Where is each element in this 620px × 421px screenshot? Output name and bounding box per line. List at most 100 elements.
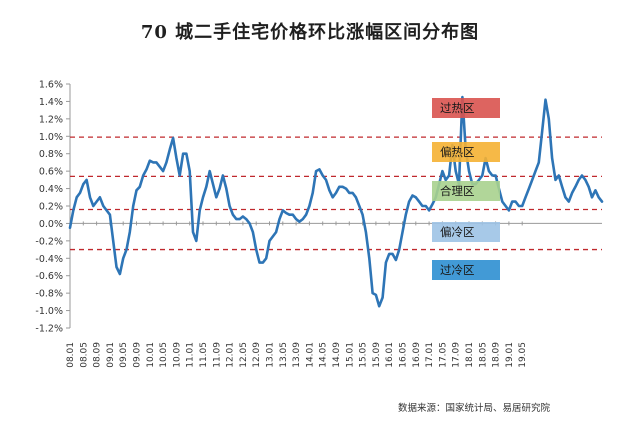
data-point [351, 192, 354, 194]
zone-rect [432, 98, 500, 118]
data-point [574, 185, 577, 188]
data-point [99, 196, 101, 199]
data-point [178, 174, 181, 177]
zone-rect [432, 260, 500, 280]
x-tick-label: 09.05 [119, 342, 129, 368]
data-point [85, 178, 88, 181]
data-point [375, 293, 377, 296]
x-tick-label: 12.05 [239, 342, 249, 368]
data-point [428, 209, 430, 212]
x-tick-label: 10.01 [146, 342, 156, 368]
x-tick-label: 10.09 [172, 342, 182, 368]
reference-lines [70, 136, 602, 251]
x-tick-label: 17.09 [452, 342, 462, 368]
zone-rect [432, 142, 500, 162]
zone-label: 过热区 [440, 101, 475, 115]
data-point [328, 189, 331, 192]
data-point [561, 185, 563, 188]
data-point [152, 161, 155, 164]
data-point [298, 220, 301, 223]
y-tick-label: -0.6% [35, 271, 63, 282]
data-point [212, 183, 214, 186]
data-point [478, 178, 480, 181]
data-point [138, 185, 141, 188]
data-point [271, 235, 274, 238]
y-tick-label: -0.2% [35, 236, 63, 247]
series-layer [68, 95, 604, 308]
x-tick-label: 15.05 [359, 342, 369, 368]
data-point [587, 185, 590, 188]
data-point [325, 178, 327, 181]
data-point [557, 174, 560, 177]
data-point [222, 174, 224, 177]
data-source-note: 数据来源：国家统计局、易居研究院 [398, 403, 551, 414]
data-point [601, 200, 603, 203]
data-point [318, 168, 321, 171]
x-tick-label: 15.09 [372, 342, 382, 368]
data-point [338, 185, 341, 188]
data-point [192, 231, 194, 234]
y-tick-label: -1.2% [35, 324, 63, 335]
data-point [491, 174, 494, 177]
y-tick-label: 0.8% [39, 149, 63, 160]
data-point [454, 170, 457, 173]
data-point [102, 205, 105, 207]
y-tick-label: 1.0% [39, 132, 63, 143]
data-point [444, 178, 447, 181]
data-point [401, 231, 404, 234]
data-point [597, 196, 600, 199]
data-point [571, 192, 573, 194]
x-tick-label: 19.01 [505, 342, 515, 368]
data-point [75, 196, 78, 199]
x-tick-label: 13.05 [279, 342, 289, 368]
data-point [531, 178, 534, 181]
data-point [321, 174, 324, 177]
data-point [534, 170, 537, 173]
data-point [398, 248, 401, 251]
y-tick-label: 0.2% [39, 202, 63, 213]
data-point [348, 192, 351, 194]
x-tick-label: 17.01 [425, 342, 435, 368]
x-tick-label: 13.09 [292, 342, 302, 368]
data-point [577, 178, 580, 181]
zone-rect [432, 222, 500, 242]
data-point [414, 196, 417, 199]
data-point [378, 305, 381, 308]
data-point [232, 213, 234, 216]
data-point [208, 170, 211, 173]
data-point [305, 213, 307, 216]
x-tick-label: 16.09 [412, 342, 422, 368]
data-point [95, 200, 98, 203]
x-tick-label: 14.09 [332, 342, 342, 368]
data-point [404, 213, 407, 216]
x-tick-label: 10.05 [159, 342, 169, 368]
data-point [567, 200, 570, 203]
x-tick-label: 11.09 [212, 342, 222, 368]
data-point [551, 157, 554, 159]
data-point [547, 117, 550, 120]
data-point [225, 187, 228, 190]
zone-label: 偏热区 [440, 145, 475, 159]
data-point [544, 98, 547, 101]
data-point [92, 205, 95, 207]
data-point [365, 231, 367, 234]
data-point [109, 213, 111, 216]
data-point [165, 161, 168, 164]
y-tick-label: -0.4% [35, 254, 63, 265]
data-point [215, 196, 218, 199]
data-point [115, 266, 118, 268]
data-point [185, 152, 188, 155]
data-point [418, 200, 421, 203]
data-point [468, 170, 470, 173]
data-point [514, 200, 517, 203]
data-point [308, 205, 311, 207]
data-point [461, 96, 464, 98]
data-point [142, 174, 145, 177]
data-point [355, 196, 357, 199]
zone-box: 偏热区 [432, 142, 500, 162]
data-point [228, 205, 231, 207]
data-point [168, 148, 171, 151]
data-point [341, 185, 344, 188]
data-point [82, 183, 85, 186]
zone-label: 过冷区 [440, 263, 475, 277]
